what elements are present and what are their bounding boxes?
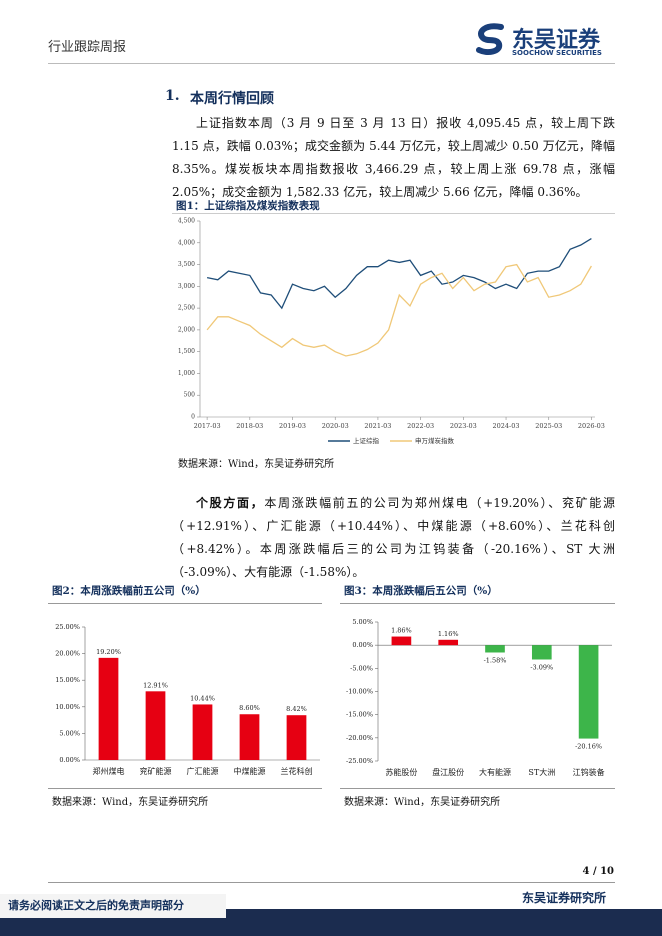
paragraph-lead: 个股方面，	[196, 496, 265, 510]
y-tick-label: 500	[184, 392, 196, 399]
logo-subtext: SOOCHOW SECURITIES	[512, 49, 602, 57]
bar	[192, 704, 213, 760]
value-label: 12.91%	[143, 681, 168, 689]
x-tick-label: 2018-03	[236, 422, 263, 430]
source: 数据来源：Wind，东吴证券研究所	[178, 459, 335, 470]
bar	[485, 645, 505, 653]
x-tick-label: 2023-03	[450, 422, 477, 430]
x-tick-label: 2024-03	[493, 422, 520, 430]
y-tick-label: 3,500	[178, 261, 195, 268]
value-label: 8.42%	[286, 705, 307, 713]
series-line	[206, 263, 592, 357]
value-label: 1.86%	[391, 627, 412, 635]
value-label: -3.09%	[530, 663, 553, 671]
paragraph: 个股方面，本周涨跌幅前五的公司为郑州煤电（+19.20%）、兖矿能源（+12.9…	[172, 492, 615, 584]
logo-icon	[476, 23, 504, 55]
y-tick-label: 4,500	[178, 218, 195, 225]
y-tick-label: -5.00%	[350, 664, 373, 672]
y-tick-label: 20.00%	[55, 650, 80, 658]
bar	[438, 639, 459, 646]
y-tick-label: 0	[191, 414, 195, 421]
y-tick-label: 4,000	[178, 239, 195, 246]
x-tick-label: 2020-03	[322, 422, 349, 430]
figure-rule	[48, 603, 322, 604]
legend-label: 上证综指	[353, 436, 380, 445]
x-tick-label: 兰花科创	[281, 766, 313, 776]
y-tick-label: 1,000	[178, 370, 195, 377]
figure-title: 图1：上证综指及煤炭指数表现	[176, 200, 320, 212]
value-label: 1.16%	[438, 630, 459, 638]
section-title: 本周行情回顾	[190, 91, 274, 107]
source: 数据来源：Wind，东吴证券研究所	[52, 797, 209, 808]
series-line	[206, 238, 592, 310]
y-tick-label: 5.00%	[352, 618, 373, 626]
figure-rule	[340, 603, 615, 604]
value-label: -1.58%	[484, 656, 507, 664]
y-tick-label: 2,500	[178, 305, 195, 312]
x-tick-label: 2025-03	[535, 422, 562, 430]
bar	[578, 645, 599, 739]
page-number: 4 / 10	[582, 866, 615, 877]
x-tick-label: 盘江股份	[432, 767, 464, 777]
value-label: 19.20%	[96, 648, 121, 656]
header-rule	[48, 63, 615, 64]
y-tick-label: 3,000	[178, 283, 195, 290]
x-tick-label: 苏能股份	[385, 767, 417, 777]
footer-org: 东吴证券研究所	[521, 891, 606, 905]
y-tick-label: -20.00%	[346, 734, 373, 742]
x-tick-label: 中煤能源	[234, 766, 266, 776]
x-tick-label: 大有能源	[479, 767, 511, 777]
x-tick-label: 郑州煤电	[93, 766, 125, 776]
y-tick-label: 0.00%	[352, 641, 373, 649]
figure-rule	[172, 213, 615, 214]
figure-title: 图3：本周涨跌幅后五公司（%）	[344, 585, 498, 597]
y-tick-label: 15.00%	[55, 676, 80, 684]
x-tick-label: 2017-03	[194, 422, 221, 430]
bar	[531, 645, 552, 660]
section-number: 1.	[165, 88, 180, 104]
y-tick-label: -25.00%	[346, 757, 373, 765]
value-label: 10.44%	[190, 694, 215, 702]
x-tick-label: 2026-03	[578, 422, 605, 430]
y-tick-label: -15.00%	[346, 711, 373, 719]
disclaimer: 请务必阅读正文之后的免责声明部分	[0, 894, 226, 918]
logo-text: 东吴证券	[512, 28, 601, 53]
x-tick-label: 广汇能源	[187, 766, 219, 776]
y-tick-label: -10.00%	[346, 688, 373, 696]
y-tick-label: 5.00%	[59, 729, 80, 737]
bar	[391, 636, 412, 646]
y-tick-label: 1,500	[178, 348, 195, 355]
legend-label: 申万煤炭指数	[415, 436, 455, 445]
y-tick-label: 25.00%	[55, 623, 80, 631]
y-tick-label: 0.00%	[59, 756, 80, 764]
value-label: -20.16%	[575, 743, 602, 751]
figure-rule	[48, 788, 322, 789]
x-tick-label: ST大洲	[528, 767, 555, 777]
figure-rule	[340, 788, 615, 789]
bar	[98, 657, 119, 760]
footer-rule	[48, 882, 615, 883]
x-tick-label: 2019-03	[279, 422, 306, 430]
header-title: 行业跟踪周报	[48, 40, 127, 55]
bar	[145, 691, 166, 760]
x-tick-label: 2021-03	[364, 422, 391, 430]
figure-title: 图2：本周涨跌幅前五公司（%）	[52, 585, 206, 597]
source: 数据来源：Wind，东吴证券研究所	[344, 797, 501, 808]
x-tick-label: 兖矿能源	[140, 766, 172, 776]
bar	[239, 714, 260, 760]
paragraph: 上证指数本周（3 月 9 日至 3 月 13 日）报收 4,095.45 点，较…	[172, 116, 615, 199]
y-tick-label: 10.00%	[55, 703, 80, 711]
bar	[286, 715, 307, 760]
value-label: 8.60%	[239, 704, 260, 712]
x-tick-label: 江钨装备	[573, 767, 605, 777]
x-tick-label: 2022-03	[407, 422, 434, 430]
y-tick-label: 2,000	[178, 326, 195, 333]
paragraph-text: 本周涨跌幅前五的公司为郑州煤电（+19.20%）、兖矿能源（+12.91%）、广…	[172, 496, 615, 579]
